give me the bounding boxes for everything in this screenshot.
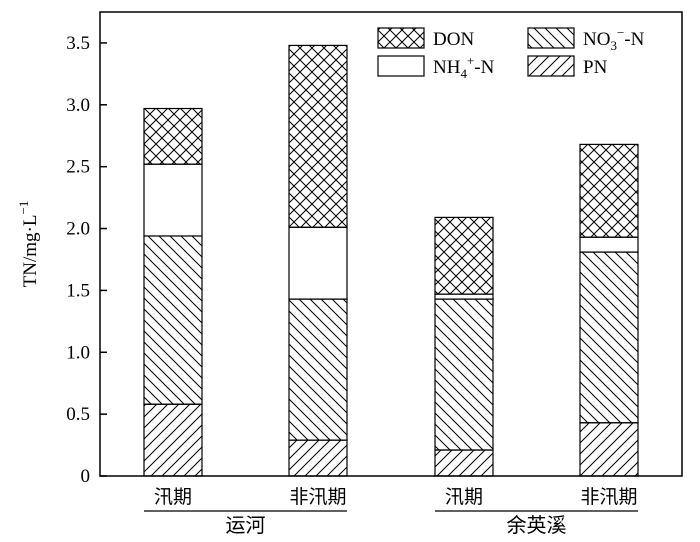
legend-swatch	[377, 55, 425, 77]
y-tick-label: 3.0	[66, 95, 90, 116]
bar-segment	[143, 403, 203, 477]
y-tick-label: 1.0	[66, 342, 90, 363]
bars	[143, 44, 639, 477]
bar-segment	[434, 449, 494, 477]
legend-label: PN	[583, 57, 608, 78]
bar-segment	[434, 293, 494, 300]
bar-segment	[579, 251, 639, 424]
category-label: 非汛期	[580, 486, 637, 508]
legend-swatch	[527, 27, 575, 49]
bar-segment	[579, 422, 639, 477]
legend: DON NO3−-N NH4+-N PN	[377, 25, 645, 81]
legend-swatch	[527, 55, 575, 77]
bar-segment	[288, 298, 348, 441]
y-tick-label: 2.5	[66, 157, 90, 178]
bar-segment	[288, 439, 348, 477]
plot-frame	[99, 11, 683, 477]
bar-segment	[143, 107, 203, 165]
bar-segment	[434, 216, 494, 295]
bar-segment	[579, 236, 639, 253]
axes: 0 0.5 1.0 1.5 2.0 2.5 3.0 3.5	[66, 11, 683, 487]
legend-label: NH4+-N	[433, 53, 495, 81]
y-tick-label: 3.5	[66, 33, 90, 54]
category-label: 汛期	[445, 486, 483, 508]
legend-label: NO3−-N	[583, 25, 645, 53]
y-tick-label: 0.5	[66, 404, 90, 425]
bar-segment	[143, 235, 203, 405]
y-tick-label: 1.5	[66, 280, 90, 301]
y-tick-label: 0	[81, 466, 91, 487]
bar-segment	[579, 143, 639, 238]
bar-segment	[434, 298, 494, 451]
legend-swatch	[377, 27, 425, 49]
y-tick-label: 2.0	[66, 219, 90, 240]
group-label: 运河	[226, 514, 266, 537]
legend-label: DON	[433, 29, 474, 50]
category-label: 汛期	[154, 486, 192, 508]
group-label: 余英溪	[507, 514, 567, 537]
bar-segment	[288, 44, 348, 228]
bar-segment	[143, 163, 203, 237]
bar-segment	[288, 226, 348, 300]
y-axis-title: TN/mg·L−1	[16, 201, 41, 288]
category-label: 非汛期	[289, 486, 346, 508]
